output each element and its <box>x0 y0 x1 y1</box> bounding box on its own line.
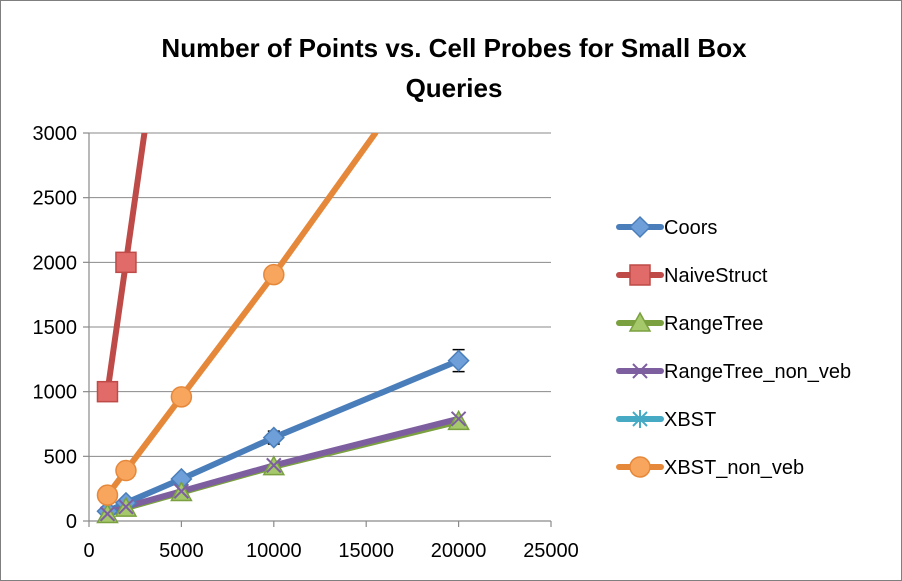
series-line-xbst-non-veb <box>104 133 379 499</box>
x-tick-label-15000: 15000 <box>338 540 394 562</box>
gridlines <box>89 132 551 457</box>
point-rangetree-non-veb-3 <box>266 457 282 474</box>
y-tick-label-0: 0 <box>66 511 77 533</box>
legend-item-rangetree-non-veb: RangeTree_non_veb <box>616 361 851 383</box>
point-xbst-non-veb-1 <box>115 459 137 482</box>
point-rangetree-non-veb-4 <box>450 411 467 427</box>
point-xbst-non-veb-0 <box>96 484 119 506</box>
legend-marker-rangetree-non-veb <box>632 363 648 379</box>
series-markers <box>96 251 470 524</box>
x-tick-label-20000: 20000 <box>431 540 487 562</box>
legend-marker-xbst <box>632 410 648 428</box>
legend-label-xbst-non-veb: XBST_non_veb <box>664 457 804 479</box>
legend-item-xbst-non-veb: XBST_non_veb <box>616 456 804 479</box>
legend-item-coors: Coors <box>616 215 717 239</box>
legend-marker-xbst-non-veb <box>629 456 651 478</box>
point-naivestruct-0 <box>96 380 119 403</box>
point-xbst-non-veb-2 <box>170 386 193 408</box>
legend-label-rangetree-non-veb: RangeTree_non_veb <box>664 361 851 383</box>
y-tick-label-2500: 2500 <box>33 188 78 210</box>
legend-marker-rangetree <box>628 311 652 332</box>
point-coors-3 <box>262 426 285 449</box>
x-tick-label-10000: 10000 <box>246 540 302 562</box>
series-lines <box>104 133 462 518</box>
y-tick-label-2000: 2000 <box>33 252 78 274</box>
y-tick-label-500: 500 <box>44 446 77 468</box>
axes: 0 500 1000 1500 2000 2500 3000 0 5000 10000 15000 2… <box>33 123 579 562</box>
chart-title-line-2: Queries <box>406 73 503 103</box>
x-tick-label-0: 0 <box>83 540 94 562</box>
legend-marker-coors <box>628 215 652 239</box>
chart-title-line-1: Number of Points vs. Cell Probes for Sma… <box>161 33 747 63</box>
point-rangetree-non-veb-0 <box>99 506 116 522</box>
point-coors-4 <box>447 349 470 372</box>
legend-label-coors: Coors <box>664 217 717 239</box>
x-tick-label-25000: 25000 <box>523 540 579 562</box>
legend-marker-naivestruct <box>629 264 651 286</box>
y-tick-label-3000: 3000 <box>33 123 78 145</box>
legend-label-rangetree: RangeTree <box>664 313 763 335</box>
point-rangetree-non-veb-2 <box>173 483 190 499</box>
point-rangetree-non-veb-1 <box>118 499 134 515</box>
point-xbst-non-veb-3 <box>263 263 285 286</box>
legend: Coors NaiveStruct RangeTree RangeTree_non_v… <box>616 215 851 479</box>
legend-item-rangetree: RangeTree <box>616 311 763 335</box>
y-tick-label-1000: 1000 <box>33 382 78 404</box>
y-tick-label-1500: 1500 <box>33 317 78 339</box>
x-tick-label-5000: 5000 <box>159 540 204 562</box>
legend-item-naivestruct: NaiveStruct <box>616 264 768 287</box>
legend-item-xbst: XBST <box>616 409 716 431</box>
legend-label-xbst: XBST <box>664 409 716 431</box>
legend-label-naivestruct: NaiveStruct <box>664 265 768 287</box>
point-naivestruct-1 <box>115 251 137 274</box>
